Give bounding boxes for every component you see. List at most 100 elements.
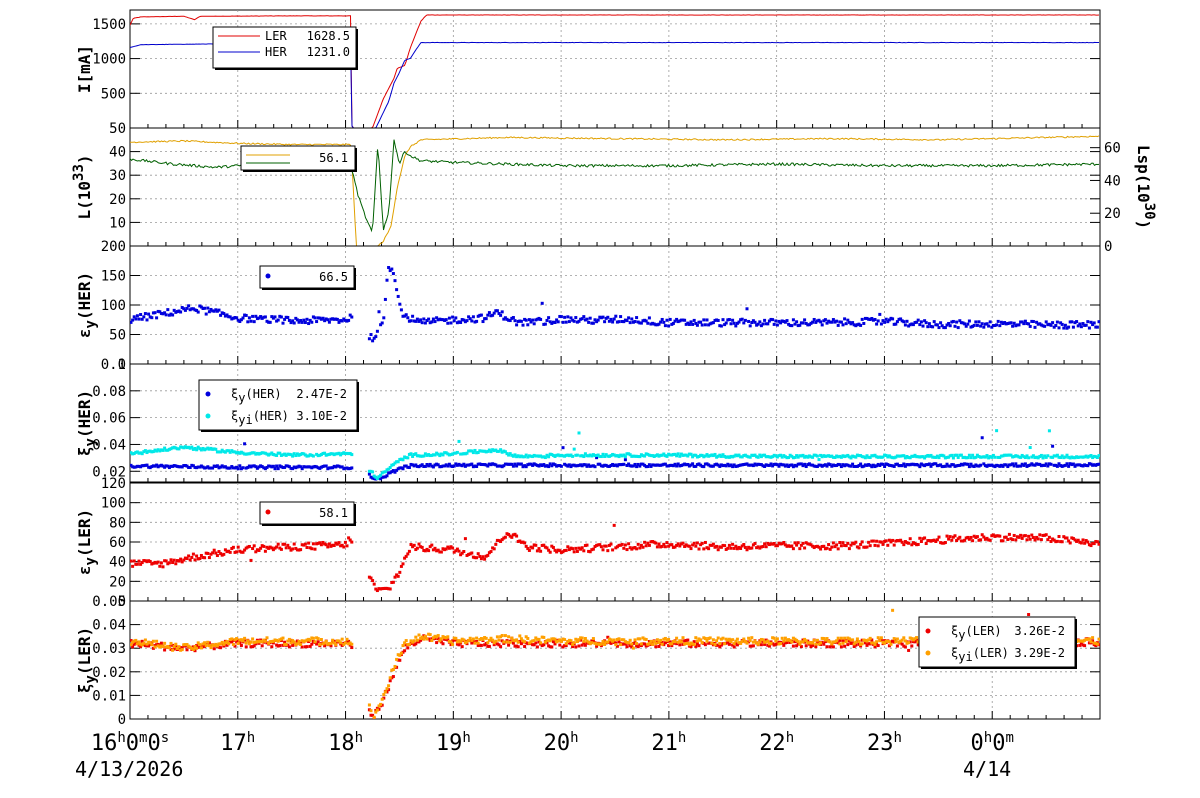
x-tick-unit: h xyxy=(678,730,686,746)
data-point xyxy=(395,288,399,292)
data-point xyxy=(916,542,920,546)
legend-label-sub: yi xyxy=(958,650,972,664)
data-point xyxy=(716,463,720,467)
data-point xyxy=(916,318,920,322)
data-point xyxy=(889,455,893,459)
data-point xyxy=(1083,463,1087,467)
data-point xyxy=(145,642,149,646)
data-point xyxy=(612,464,616,468)
data-point xyxy=(447,462,451,466)
data-point xyxy=(950,453,954,457)
data-point xyxy=(887,318,891,322)
data-point xyxy=(195,644,199,648)
data-point xyxy=(894,322,898,326)
data-point xyxy=(748,324,752,328)
data-point xyxy=(467,552,471,556)
data-point xyxy=(428,638,432,642)
data-point xyxy=(947,455,951,459)
data-point xyxy=(854,455,858,459)
data-point xyxy=(694,464,698,468)
data-point xyxy=(955,320,959,324)
data-point xyxy=(244,452,248,456)
data-point xyxy=(142,464,146,468)
data-point xyxy=(390,668,394,672)
data-point xyxy=(507,635,511,639)
data-point xyxy=(689,320,693,324)
data-point xyxy=(959,321,963,325)
data-point xyxy=(500,639,504,643)
legend-label-main: ξ xyxy=(231,387,238,401)
data-point xyxy=(998,455,1002,459)
data-point xyxy=(227,449,231,453)
data-point xyxy=(745,548,749,552)
data-point xyxy=(697,644,701,648)
data-point xyxy=(564,644,568,648)
data-point xyxy=(550,637,554,641)
data-point xyxy=(417,542,421,546)
data-point xyxy=(332,641,336,645)
data-point xyxy=(577,638,581,642)
data-point xyxy=(883,465,887,469)
data-point xyxy=(561,637,565,641)
data-point xyxy=(247,544,251,548)
data-point xyxy=(195,466,199,470)
data-point xyxy=(201,645,205,649)
data-point xyxy=(649,642,653,646)
data-point xyxy=(1060,540,1064,544)
data-point xyxy=(369,709,373,713)
data-point xyxy=(164,448,168,452)
data-point xyxy=(879,455,883,459)
data-point xyxy=(863,641,867,645)
data-point xyxy=(1075,455,1079,459)
data-point xyxy=(961,463,965,467)
data-point xyxy=(481,449,485,453)
data-point xyxy=(580,317,584,321)
data-point xyxy=(420,635,424,639)
data-point xyxy=(871,454,875,458)
data-point xyxy=(350,642,354,646)
data-point xyxy=(300,452,304,456)
data-point xyxy=(254,550,258,554)
data-point xyxy=(831,645,835,649)
data-point xyxy=(1022,455,1026,459)
data-point xyxy=(510,462,514,466)
data-point xyxy=(524,465,528,469)
data-point xyxy=(764,545,768,549)
data-point xyxy=(527,318,531,322)
data-point xyxy=(711,643,715,647)
data-point xyxy=(342,451,346,455)
data-point xyxy=(526,463,530,467)
data-point xyxy=(759,545,763,549)
data-point xyxy=(337,464,341,468)
data-point xyxy=(964,324,968,328)
data-point xyxy=(665,318,669,322)
data-point xyxy=(286,452,290,456)
data-point xyxy=(247,464,251,468)
data-point xyxy=(820,323,824,327)
data-point xyxy=(900,638,904,642)
data-point xyxy=(452,319,456,323)
data-point xyxy=(801,453,805,457)
data-point xyxy=(158,449,162,453)
data-point xyxy=(782,463,786,467)
data-point xyxy=(249,640,253,644)
data-point xyxy=(531,639,535,643)
data-point xyxy=(791,636,795,640)
data-point xyxy=(443,548,447,552)
data-point xyxy=(668,640,672,644)
x-tick-unit: m xyxy=(1005,730,1013,746)
data-point xyxy=(489,450,493,454)
data-point xyxy=(491,448,495,452)
data-point xyxy=(996,464,1000,468)
data-point xyxy=(390,470,394,474)
data-point xyxy=(803,462,807,466)
data-point xyxy=(164,645,168,649)
data-point xyxy=(695,455,699,459)
data-point xyxy=(295,642,299,646)
data-point xyxy=(379,587,383,591)
data-point xyxy=(135,464,139,468)
data-point xyxy=(540,455,544,459)
data-point xyxy=(412,464,416,468)
data-point xyxy=(777,464,781,468)
data-point xyxy=(895,462,899,466)
